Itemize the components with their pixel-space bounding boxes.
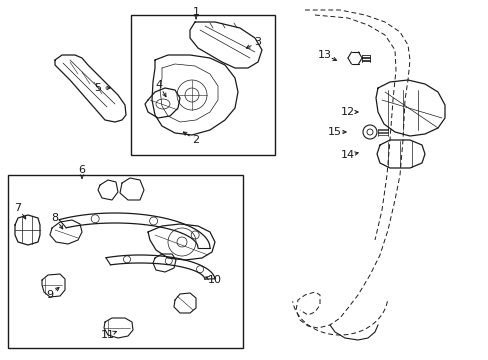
Text: 11: 11 (101, 330, 115, 340)
Text: 6: 6 (79, 165, 85, 175)
Text: 2: 2 (192, 135, 199, 145)
Bar (131, 15, 274, 155)
Text: 9: 9 (46, 290, 54, 300)
Text: 3: 3 (254, 37, 261, 47)
Text: 5: 5 (94, 83, 102, 93)
Text: 7: 7 (15, 203, 21, 213)
Text: 14: 14 (340, 150, 354, 160)
Text: 8: 8 (51, 213, 59, 223)
Text: 15: 15 (327, 127, 341, 137)
Text: 13: 13 (317, 50, 331, 60)
Text: 12: 12 (340, 107, 354, 117)
Text: 10: 10 (207, 275, 222, 285)
Text: 4: 4 (155, 80, 162, 90)
Text: 1: 1 (192, 7, 199, 17)
Bar (8, 175, 243, 348)
